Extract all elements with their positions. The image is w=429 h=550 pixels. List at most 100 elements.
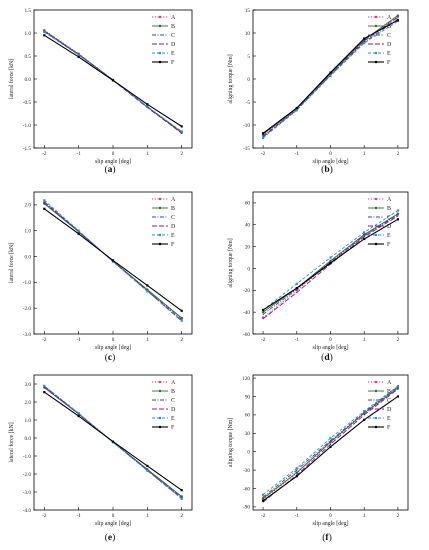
y-tick-label: -1.5 — [23, 146, 32, 152]
data-point — [295, 475, 298, 478]
data-point — [295, 106, 298, 110]
data-point — [363, 236, 365, 238]
x-tick-label: 0 — [329, 151, 332, 157]
x-axis-label: slip angle [deg] — [95, 159, 131, 165]
panel-label-open: ( — [321, 164, 324, 175]
x-tick-label: 2 — [180, 513, 183, 519]
y-tick-label: 120 — [242, 376, 250, 382]
y-tick-label: -0.5 — [23, 100, 32, 106]
data-point — [363, 37, 366, 40]
legend-marker — [374, 24, 378, 28]
x-tick-label: -2 — [42, 151, 47, 157]
data-point — [43, 391, 46, 394]
series-line-d — [44, 30, 182, 134]
data-point — [146, 464, 149, 467]
data-point — [396, 209, 399, 212]
y-tick-label: -30 — [243, 468, 250, 474]
legend-label: E — [387, 416, 391, 422]
panel-label: (e) — [105, 532, 116, 543]
x-tick-label: 1 — [363, 151, 366, 157]
series-line-d — [262, 388, 399, 503]
data-point — [180, 316, 183, 320]
legend-label: A — [171, 197, 176, 203]
legend-marker — [158, 15, 162, 19]
panel-label: (c) — [105, 352, 116, 363]
y-tick-label: -40 — [243, 310, 250, 316]
data-point — [77, 414, 80, 418]
x-axis-label: slip angle [deg] — [312, 345, 348, 351]
y-tick-label: -2.0 — [23, 472, 32, 478]
legend-marker — [158, 24, 162, 28]
legend-label: D — [171, 42, 176, 48]
legend-label: A — [387, 197, 392, 203]
panel-label-open: ( — [105, 352, 108, 363]
legend-label: A — [171, 15, 176, 21]
data-point — [295, 282, 298, 285]
x-tick-label: 2 — [397, 151, 400, 157]
y-tick-label: 15 — [245, 8, 251, 14]
data-point — [180, 130, 183, 133]
y-tick-label: 1.5 — [25, 8, 32, 14]
data-point — [363, 42, 366, 45]
data-point — [295, 471, 299, 474]
data-point — [396, 212, 400, 216]
legend-marker — [374, 380, 378, 384]
panel-label-close: ) — [112, 164, 115, 175]
y-tick-label: -90 — [243, 505, 250, 511]
panel-label: (a) — [104, 164, 115, 175]
y-tick-label: -1.0 — [23, 454, 32, 460]
chart-panel-c: -3.0 -2.0 -1.0 0.0 1.0 2.0 -2 -1 0 1 2 slip angle [… — [8, 191, 193, 363]
data-point — [261, 497, 265, 500]
data-point — [181, 132, 183, 134]
panel-label-close: ) — [329, 532, 332, 543]
y-tick-label: 1.0 — [25, 418, 32, 424]
y-tick-label: -15 — [243, 146, 250, 152]
x-tick-label: -1 — [295, 513, 300, 519]
data-point — [363, 418, 366, 421]
data-point — [77, 55, 80, 59]
x-tick-label: 1 — [363, 337, 366, 343]
legend-marker — [158, 51, 162, 55]
x-tick-label: 1 — [146, 337, 149, 343]
y-tick-label: 0 — [247, 450, 250, 456]
data-point — [262, 318, 264, 320]
y-axis-label: aligning torque [Nm] — [228, 238, 234, 287]
y-tick-label: 1.0 — [25, 31, 32, 37]
data-point — [43, 30, 46, 34]
y-tick-label: 60 — [245, 201, 251, 207]
y-tick-label: 0.5 — [25, 54, 32, 60]
x-tick-label: 0 — [112, 151, 115, 157]
data-point — [43, 384, 46, 387]
panel-label-letter: b — [324, 165, 329, 175]
panel-label-letter: c — [108, 353, 112, 363]
data-point — [77, 412, 80, 415]
y-tick-label: -3.0 — [23, 490, 32, 496]
x-tick-label: 2 — [180, 151, 183, 157]
legend-label: B — [387, 389, 391, 395]
x-tick-label: 2 — [397, 513, 400, 519]
data-point — [77, 232, 80, 235]
data-point — [329, 437, 332, 440]
y-tick-label: 40 — [245, 223, 251, 229]
y-tick-label: 60 — [245, 413, 251, 419]
y-tick-label: 1.0 — [25, 229, 32, 235]
data-point — [262, 499, 265, 502]
series-line-c — [44, 31, 182, 133]
data-point — [77, 229, 80, 232]
legend-marker — [158, 60, 162, 64]
legend-marker — [158, 389, 162, 393]
x-tick-label: 0 — [329, 513, 332, 519]
data-point — [396, 395, 399, 398]
y-axis-label: lateral force [kN] — [8, 422, 15, 462]
y-tick-label: -60 — [243, 332, 250, 338]
legend-label: B — [171, 389, 175, 395]
legend-label: C — [171, 398, 175, 404]
data-point — [396, 218, 399, 221]
legend-label: F — [171, 242, 175, 248]
data-point — [329, 256, 332, 259]
series-line-b — [44, 30, 182, 134]
legend-label: E — [387, 51, 391, 57]
